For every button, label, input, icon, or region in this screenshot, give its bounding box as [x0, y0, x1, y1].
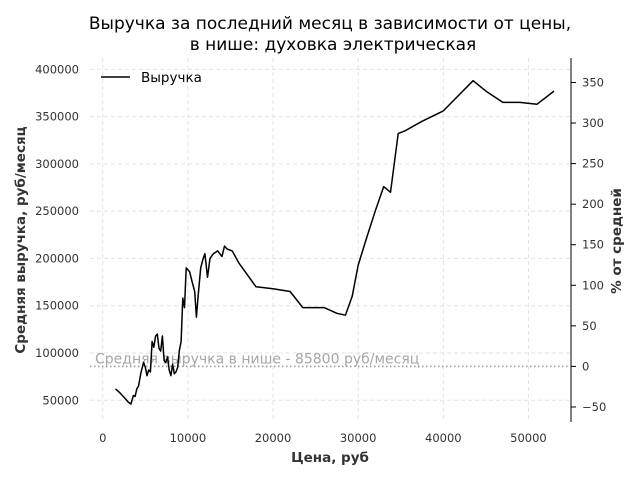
series-line-revenue	[115, 79, 555, 405]
y-axis-left: 50000 100000 150000 200000 250000 300000 35000…	[35, 62, 79, 407]
y2-tick-label: 250	[582, 157, 604, 171]
y-tick-label: 150000	[35, 299, 79, 313]
y2-tick-label: −50	[582, 400, 606, 414]
legend-label-revenue: Выручка	[141, 70, 202, 86]
y-axis-label: Средняя выручка, руб/месяц	[13, 126, 29, 353]
mean-annotation: Средняя выручка в нише - 85800 руб/месяц	[95, 351, 419, 367]
legend: Выручка	[101, 70, 202, 86]
y-tick-label: 200000	[35, 251, 79, 265]
x-tick-label: 50000	[510, 431, 547, 445]
y-tick-label: 250000	[35, 204, 79, 218]
chart-title-line2: в нише: духовка электрическая	[190, 35, 477, 55]
x-tick-label: 30000	[340, 431, 377, 445]
x-tick-label: 40000	[425, 431, 462, 445]
x-tick-label: 10000	[170, 431, 207, 445]
y-axis-right: −50 0 50 100 150 200 250 300 350	[570, 58, 606, 422]
x-axis: 0 10000 20000 30000 40000 50000	[99, 431, 547, 445]
y2-axis-label: % от средней	[609, 188, 625, 294]
y2-tick-label: 200	[582, 197, 604, 211]
y2-tick-label: 350	[582, 75, 604, 89]
y-tick-label: 300000	[35, 157, 79, 171]
y-tick-label: 350000	[35, 110, 79, 124]
y2-tick-label: 100	[582, 278, 604, 292]
y2-tick-label: 50	[582, 319, 597, 333]
x-tick-label: 20000	[255, 431, 292, 445]
y2-tick-label: 150	[582, 238, 604, 252]
y2-tick-label: 300	[582, 116, 604, 130]
chart-title-line1: Выручка за последний месяц в зависимости…	[89, 14, 571, 34]
y-tick-label: 50000	[42, 393, 79, 407]
y-tick-label: 100000	[35, 346, 79, 360]
x-axis-label: Цена, руб	[291, 450, 369, 466]
x-tick-label: 0	[99, 431, 106, 445]
y2-tick-label: 0	[582, 359, 589, 373]
grid	[90, 58, 571, 422]
y-tick-label: 400000	[35, 62, 79, 76]
